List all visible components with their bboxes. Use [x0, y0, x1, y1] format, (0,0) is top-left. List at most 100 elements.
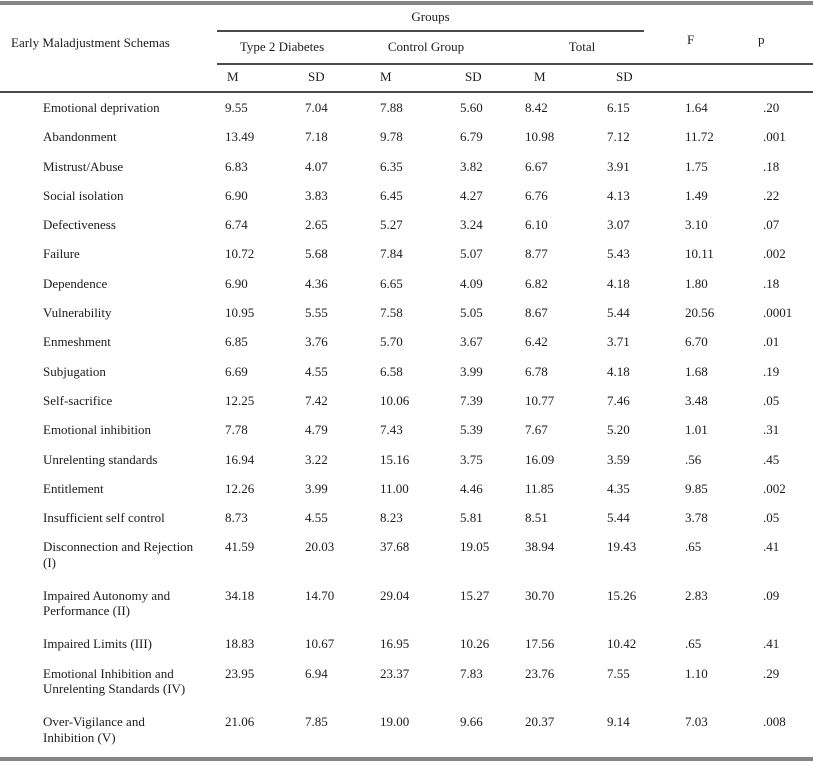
cell-t2d-sd: 7.04	[305, 100, 328, 115]
cell-total-m: 6.78	[525, 363, 548, 379]
cell-total-sd: 3.91	[607, 158, 630, 174]
cell-f-value: 1.49	[685, 187, 708, 203]
table-body: Emotional deprivation 9.55 7.04 7.88 5.60 8.4…	[0, 97, 813, 760]
cell-total-m: 17.56	[525, 636, 555, 652]
cell-t2d-m: 21.06	[225, 714, 255, 730]
sd-header-control: SD	[465, 69, 482, 84]
cell-total-m: 30.70	[525, 587, 555, 603]
cell-control-m: 16.95	[380, 636, 410, 652]
cell-p-value: .09	[763, 587, 780, 603]
f-column-header: F	[687, 32, 695, 47]
cell-t2d-sd: 4.55	[305, 363, 328, 379]
row-label: Mistrust/Abuse	[43, 158, 124, 174]
cell-t2d-m: 6.85	[225, 334, 248, 350]
cell-control-sd: 15.27	[460, 587, 490, 603]
group-header-control-group: Control Group	[387, 39, 465, 54]
row-label: Self-sacrifice	[43, 392, 113, 408]
cell-control-sd: 5.81	[460, 510, 483, 526]
cell-control-m: 19.00	[380, 714, 410, 730]
cell-control-sd: 3.99	[460, 363, 483, 379]
cell-control-sd: 7.39	[460, 392, 483, 408]
cell-p-value: .20	[763, 100, 780, 115]
cell-p-value: .002	[763, 246, 786, 262]
cell-total-m: 16.09	[525, 451, 555, 467]
table-row: Social isolation 6.90 3.83 6.45 4.27 6.76 4.13…	[0, 185, 813, 214]
cell-total-sd: 10.42	[607, 636, 637, 652]
row-label: Abandonment	[43, 129, 117, 145]
cell-t2d-sd: 3.99	[305, 480, 328, 496]
cell-control-m: 5.27	[380, 217, 403, 233]
table-row: Defectiveness 6.74 2.65 5.27 3.24 6.10 3.07 3.1…	[0, 214, 813, 243]
cell-f-value: 1.75	[685, 158, 708, 174]
table-row: Enmeshment 6.85 3.76 5.70 3.67 6.42 3.71 6.70 .0…	[0, 331, 813, 360]
cell-p-value: .22	[763, 187, 780, 203]
row-label: Entitlement	[43, 480, 104, 496]
cell-f-value: 1.68	[685, 363, 708, 379]
row-label: Failure	[43, 246, 80, 262]
cell-t2d-sd: 20.03	[305, 539, 335, 555]
cell-f-value: .56	[685, 451, 702, 467]
row-label: Unrelenting standards	[43, 451, 158, 467]
group-header-total: Total	[568, 39, 596, 54]
cell-f-value: 3.78	[685, 510, 708, 526]
cell-t2d-m: 6.83	[225, 158, 248, 174]
cell-total-m: 8.77	[525, 246, 548, 262]
cell-total-sd: 5.44	[607, 305, 630, 321]
cell-p-value: .31	[763, 422, 780, 438]
row-label: Emotional Inhibition and Unrelenting Sta…	[43, 665, 186, 697]
cell-total-sd: 4.18	[607, 363, 630, 379]
cell-control-sd: 3.67	[460, 334, 483, 350]
cell-control-sd: 3.82	[460, 158, 483, 174]
row-label: Emotional deprivation	[43, 100, 160, 115]
cell-total-m: 10.77	[525, 392, 555, 408]
cell-total-sd: 15.26	[607, 587, 637, 603]
cell-total-m: 6.42	[525, 334, 548, 350]
cell-control-m: 37.68	[380, 539, 410, 555]
table-row: Emotional Inhibition and Unrelenting Sta…	[0, 663, 813, 712]
cell-total-m: 38.94	[525, 539, 555, 555]
row-label: Subjugation	[43, 363, 106, 379]
sd-header-total: SD	[616, 69, 633, 84]
cell-t2d-sd: 5.68	[305, 246, 328, 262]
cell-control-m: 5.70	[380, 334, 403, 350]
schema-column-header: Early Maladjustment Schemas	[11, 35, 170, 50]
cell-total-m: 23.76	[525, 665, 555, 681]
m-header-type2: M	[227, 69, 239, 84]
cell-f-value: 1.80	[685, 275, 708, 291]
cell-control-sd: 5.60	[460, 100, 483, 115]
cell-p-value: .05	[763, 510, 780, 526]
cell-total-m: 8.42	[525, 100, 548, 115]
cell-total-m: 6.76	[525, 187, 548, 203]
cell-control-m: 29.04	[380, 587, 410, 603]
cell-total-m: 7.67	[525, 422, 548, 438]
cell-control-m: 8.23	[380, 510, 403, 526]
cell-control-m: 7.88	[380, 100, 403, 115]
cell-f-value: 9.85	[685, 480, 708, 496]
cell-p-value: .29	[763, 665, 780, 681]
cell-total-m: 11.85	[525, 480, 554, 496]
cell-p-value: .01	[763, 334, 780, 350]
table-row: Unrelenting standards 16.94 3.22 15.16 3.75 1…	[0, 449, 813, 478]
cell-f-value: 6.70	[685, 334, 708, 350]
groups-spanner-header: Groups	[411, 9, 450, 24]
cell-total-sd: 7.12	[607, 129, 630, 145]
cell-control-sd: 5.07	[460, 246, 483, 262]
cell-p-value: .001	[763, 129, 786, 145]
cell-p-value: .18	[763, 275, 780, 291]
cell-t2d-m: 41.59	[225, 539, 255, 555]
cell-p-value: .008	[763, 714, 786, 730]
table-row: Abandonment 13.49 7.18 9.78 6.79 10.98 7.12 11.…	[0, 126, 813, 155]
row-label: Dependence	[43, 275, 108, 291]
table-row: Subjugation 6.69 4.55 6.58 3.99 6.78 4.18 1.68.…	[0, 361, 813, 390]
cell-control-sd: 3.24	[460, 217, 483, 233]
cell-f-value: .65	[685, 539, 702, 555]
table-row: Failure 10.72 5.68 7.84 5.07 8.77 5.43 10.11 .00…	[0, 243, 813, 272]
cell-t2d-sd: 4.36	[305, 275, 328, 291]
cell-control-m: 10.06	[380, 392, 410, 408]
cell-total-sd: 4.35	[607, 480, 630, 496]
row-label: Defectiveness	[43, 217, 116, 233]
cell-total-sd: 5.44	[607, 510, 630, 526]
cell-control-m: 6.58	[380, 363, 403, 379]
cell-t2d-sd: 5.55	[305, 305, 328, 321]
